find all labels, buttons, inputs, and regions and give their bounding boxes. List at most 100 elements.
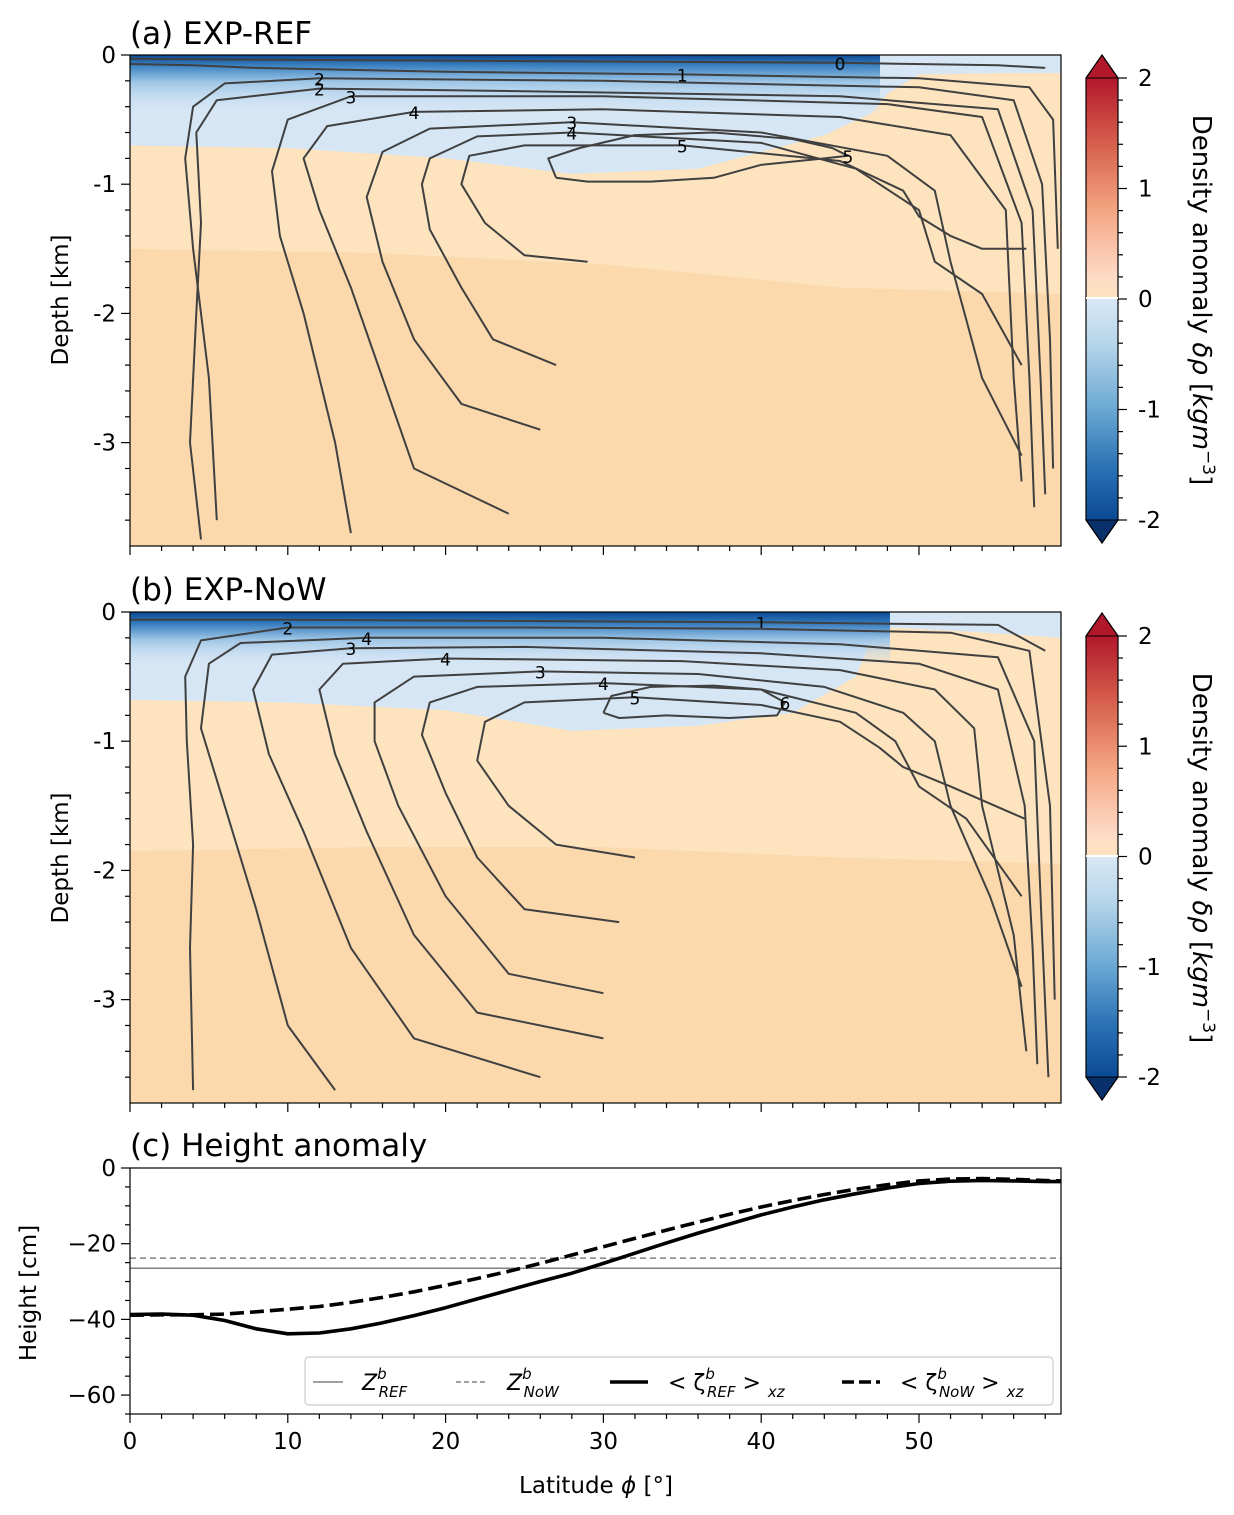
colorbar-a-label-symbol: δρ: [1186, 342, 1216, 375]
panel-b-contour-line: [476, 696, 1026, 859]
y-tick-label: -3: [93, 431, 116, 457]
colorbar-a-label-prefix: Density anomaly: [1186, 115, 1216, 343]
y-tick-label: -2: [93, 858, 116, 884]
panel-b-contour-label: 6: [779, 694, 790, 714]
legend-z-ref-symbol: Z: [361, 1371, 378, 1396]
colorbar-b-ticks: 2 1 0 -1 -2: [1118, 624, 1161, 1091]
panel-a-contour-label: 0: [835, 55, 846, 75]
panel-b-contour-label: 1: [756, 614, 767, 634]
colorbar-b-label-symbol: δρ: [1186, 900, 1216, 933]
legend-box: [304, 1356, 1054, 1406]
panel-a-contour-line: [302, 108, 1023, 515]
colorbar-a-lower-extension: [1085, 519, 1119, 544]
panel-c-y-ticks: 0 −20 −40 −60: [67, 1156, 130, 1415]
panel-a-contour-line: [420, 131, 1023, 367]
x-tick-label: 20: [431, 1429, 460, 1455]
x-axis-label-suffix: [°]: [636, 1473, 673, 1499]
colorbar-b-lower-extension: [1085, 1076, 1119, 1101]
colorbar-tick-label: 1: [1138, 734, 1153, 760]
panel-b-contour-label: 3: [535, 663, 546, 683]
legend-zeta-now-average: xz: [1006, 1383, 1025, 1401]
panel-a-x-ticks: [129, 546, 1046, 555]
legend-zeta-ref-open: < ζ: [668, 1371, 705, 1396]
panel-c-frame: [129, 1167, 1062, 1415]
x-axis-label-symbol: ϕ: [621, 1473, 636, 1499]
panel-a-contour-line: [189, 87, 1047, 540]
y-tick-label: −20: [67, 1232, 116, 1258]
legend-z-now-superscript: b: [522, 1365, 532, 1383]
panel-a-frame: [129, 54, 1062, 547]
panel-a-contour-label: 2: [314, 81, 325, 101]
zeta-now-series-line: [130, 1176, 1061, 1317]
panel-b-contour-line: [200, 636, 1050, 1091]
colorbar-a-upper-extension: [1085, 54, 1119, 79]
panel-a-contour-label: 3: [566, 114, 577, 134]
legend-z-now-subscript: NoW: [524, 1383, 560, 1401]
legend-zeta-ref-close: >: [735, 1371, 767, 1396]
colorbar-a-label-unit: kgm: [1186, 393, 1216, 450]
y-tick-label: -3: [93, 988, 116, 1014]
legend-zeta-now-label: < ζb NoW > xz: [900, 1365, 1024, 1401]
panel-b-contour-label: 4: [440, 651, 451, 671]
panel-b-contour-label: 4: [598, 675, 609, 695]
panel-a-y-axis-label: Depth [km]: [48, 234, 74, 365]
panel-a-contour-line: [130, 63, 1059, 249]
legend-zeta-now-close: >: [974, 1371, 1006, 1396]
x-tick-label: 50: [904, 1429, 933, 1455]
colorbar-tick-label: -1: [1138, 955, 1161, 981]
y-tick-label: 0: [101, 1156, 116, 1182]
legend-z-ref-label: Zb REF: [361, 1365, 408, 1401]
panel-b-x-ticks: [129, 1103, 1046, 1112]
panel-a-contour-label: 5: [843, 148, 854, 168]
colorbar-b-label-prefix: Density anomaly: [1186, 673, 1216, 901]
legend-zeta-now-superscript: b: [937, 1365, 947, 1383]
y-tick-label: -2: [93, 301, 116, 327]
y-tick-label: −60: [67, 1383, 116, 1409]
panel-a-contour-label: 5: [677, 137, 688, 157]
panel-a-contour-label: 3: [346, 88, 357, 108]
x-tick-label: 40: [747, 1429, 776, 1455]
y-tick-label: 0: [101, 600, 116, 626]
colorbar-tick-label: -2: [1138, 508, 1161, 534]
colorbar-a: 2 1 0 -1 -2 Density anomaly δρ [kgm−3]: [1085, 53, 1218, 545]
colorbar-b-label-close: ]: [1186, 1033, 1216, 1043]
panel-c-title: (c) Height anomaly: [130, 1128, 427, 1164]
legend-z-now-label: Zb NoW: [506, 1365, 560, 1401]
legend-zeta-ref-label: < ζb REF > xz: [668, 1365, 786, 1401]
panel-c-legend: Zb REF Zb NoW < ζb REF > xz < ζb NoW > xz: [304, 1356, 1054, 1406]
panel-b-contour-label: 2: [282, 620, 293, 640]
colorbar-b: 2 1 0 -1 -2 Density anomaly δρ [kgm−3]: [1085, 611, 1218, 1102]
panel-b-contour-line: [602, 684, 786, 719]
panel-b-contour-label: 5: [630, 689, 641, 709]
panel-a-contour-line: [460, 144, 1027, 263]
y-tick-label: 0: [101, 43, 116, 69]
colorbar-b-upper-extension: [1085, 612, 1119, 637]
colorbar-a-label: Density anomaly δρ [kgm−3]: [1186, 115, 1218, 486]
panel-a-contour-label: 4: [409, 104, 420, 124]
y-tick-label: -1: [93, 172, 116, 198]
x-tick-label: 0: [123, 1429, 138, 1455]
panel-b-y-axis-label: Depth [km]: [48, 792, 74, 923]
colorbar-a-ticks: 2 1 0 -1 -2: [1118, 66, 1161, 534]
panel-c-x-ticks: 0 10 20 30 40 50: [123, 1414, 1046, 1455]
panel-a-contour-label: 4: [566, 125, 577, 145]
panel-b-contour-line: [252, 645, 1039, 1079]
colorbar-tick-label: 1: [1138, 177, 1153, 203]
y-tick-label: −40: [67, 1307, 116, 1333]
colorbar-tick-label: 0: [1138, 845, 1153, 871]
panel-a-contour-line: [271, 95, 1036, 534]
y-tick-label: -1: [93, 729, 116, 755]
panel-b-contour-line: [184, 626, 1056, 1091]
colorbar-b-label-open: [: [1186, 933, 1216, 951]
panel-b-contour-label: 3: [346, 640, 357, 660]
panel-a-contour-line: [130, 57, 1046, 69]
colorbar-tick-label: 2: [1138, 624, 1153, 650]
panel-a-contour-label: 2: [314, 70, 325, 90]
panel-c-plot-area: [130, 1176, 1061, 1336]
